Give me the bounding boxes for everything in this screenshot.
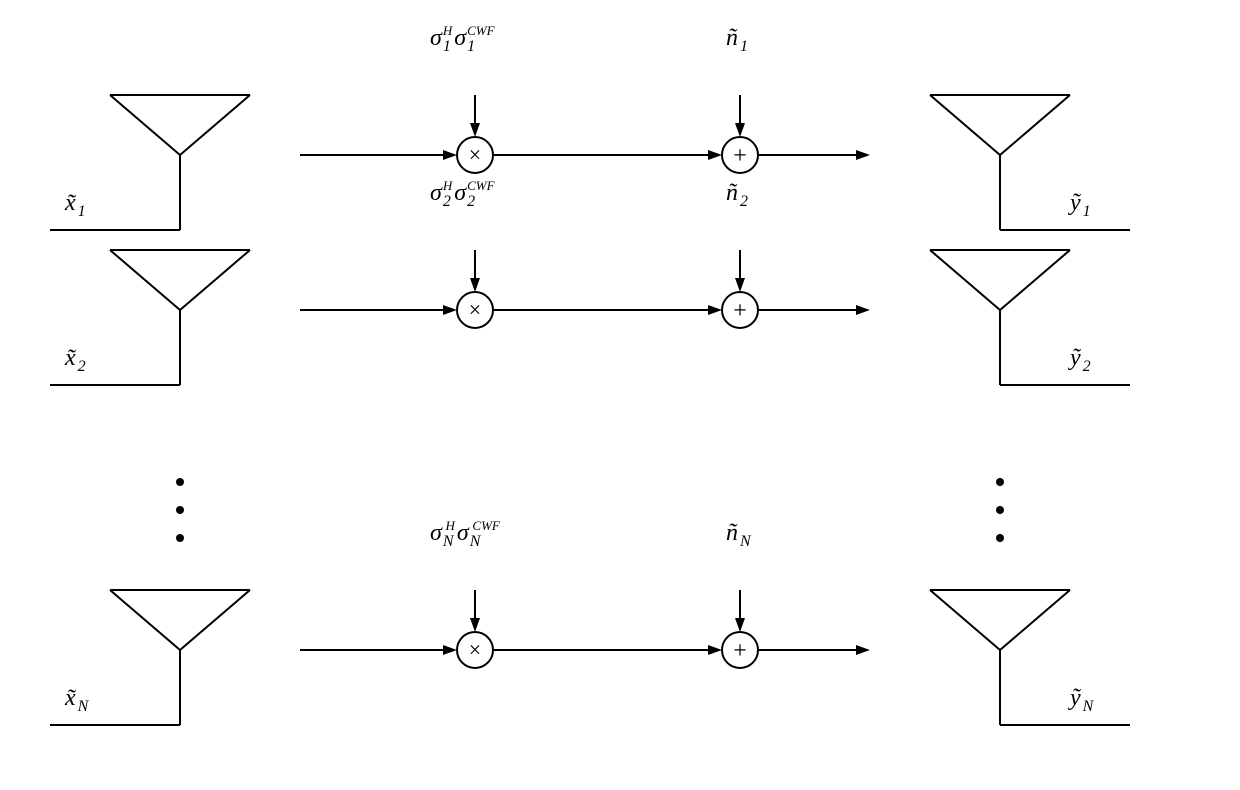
rx-antenna [930, 590, 1130, 725]
multiplier-node: × [457, 632, 493, 668]
noise-label: ñ2 [726, 180, 748, 210]
x-label: x̃2 [64, 345, 86, 375]
x-label: x̃1 [64, 190, 86, 220]
signal-row: x̃N ỹN × + σNHσNCWF ñN [50, 518, 1130, 725]
ellipsis [996, 478, 1004, 542]
rx-antenna [930, 95, 1130, 230]
svg-text:×: × [469, 142, 481, 167]
y-label: ỹN [1068, 685, 1095, 715]
sigma-label: σNHσNCWF [430, 518, 501, 550]
multiplier-node: × [457, 292, 493, 328]
noise-label: ñ1 [726, 25, 748, 55]
svg-text:+: + [733, 143, 747, 169]
sigma-label: σ1Hσ1CWF [430, 23, 496, 55]
noise-label: ñN [726, 520, 752, 550]
sigma-label: σ2Hσ2CWF [430, 178, 496, 210]
svg-text:×: × [469, 637, 481, 662]
adder-node: + [722, 632, 758, 668]
y-label: ỹ2 [1068, 345, 1091, 375]
svg-text:+: + [733, 638, 747, 664]
signal-row: x̃2 ỹ2 × + σ2Hσ2CWF ñ2 [50, 178, 1130, 385]
ellipsis [176, 478, 184, 542]
adder-node: + [722, 292, 758, 328]
svg-text:×: × [469, 297, 481, 322]
signal-row: x̃1 ỹ1 × + σ1Hσ1CWF ñ1 [50, 23, 1130, 230]
multiplier-node: × [457, 137, 493, 173]
y-label: ỹ1 [1068, 190, 1091, 220]
svg-text:+: + [733, 298, 747, 324]
adder-node: + [722, 137, 758, 173]
x-label: x̃N [64, 685, 90, 715]
rx-antenna [930, 250, 1130, 385]
